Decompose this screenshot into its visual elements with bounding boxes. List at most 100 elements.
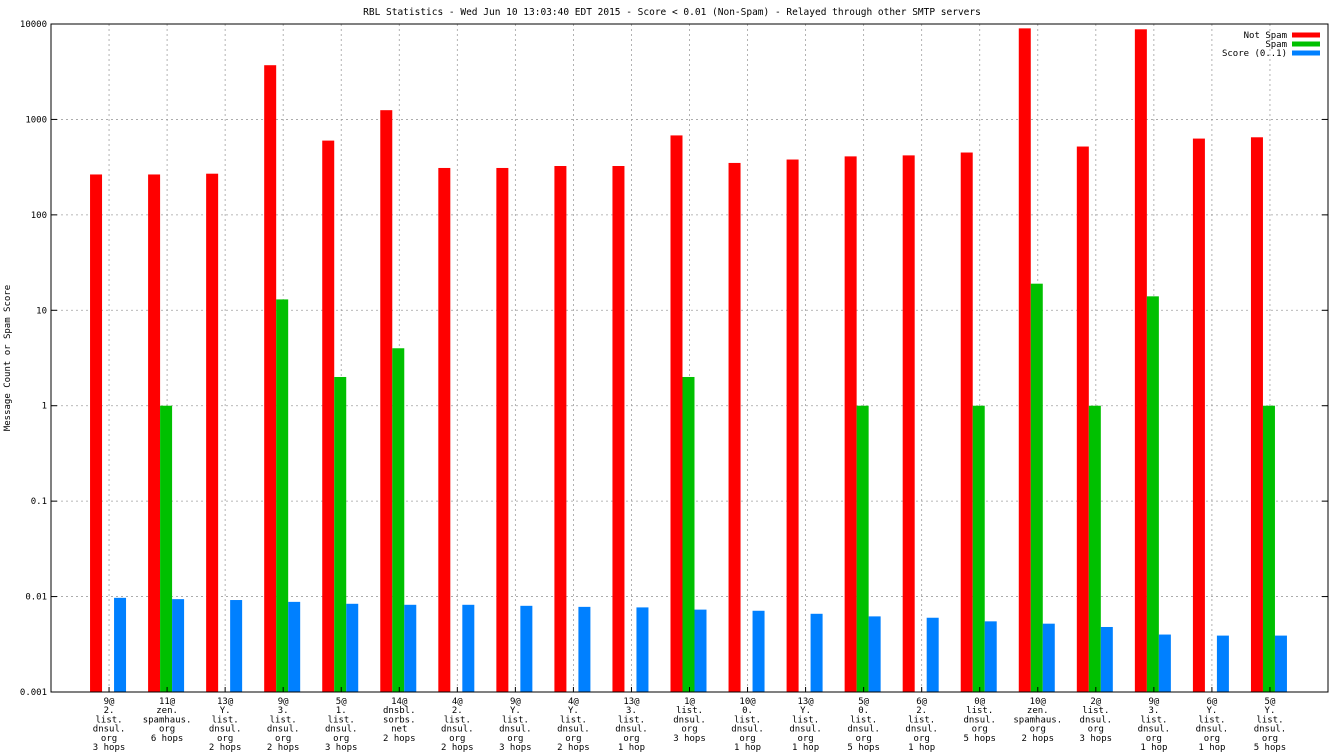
bars (90, 28, 1287, 693)
x-tick-label: dnsul. (209, 725, 242, 735)
x-tick-label: org (565, 734, 581, 744)
x-tick-label: 4@ (452, 697, 463, 707)
x-tick-label: list. (850, 715, 877, 725)
x-tick-label: 9@ (278, 697, 289, 707)
x-tick-label: zen. (156, 706, 178, 716)
x-tick-label: org (101, 734, 117, 744)
x-tick-label: list. (1082, 706, 1109, 716)
x-tick-label: dnsul. (905, 725, 938, 735)
bar-not-spam (902, 155, 915, 692)
bar-spam (1262, 405, 1275, 692)
bar-not-spam (1134, 29, 1147, 693)
bar-not-spam (612, 166, 625, 692)
legend-label: Score (0..1) (1222, 49, 1287, 59)
x-tick-label: spamhaus. (143, 715, 192, 725)
bar-spam (1088, 405, 1101, 692)
x-tick-label: org (914, 734, 930, 744)
x-tick-label: 2 hops (267, 743, 300, 753)
bar-score-0-1 (288, 601, 301, 692)
bar-score-0-1 (810, 613, 823, 692)
x-tick-label: 3. (1148, 706, 1159, 716)
x-tick-label: 2@ (1090, 697, 1101, 707)
x-tick-label: 6@ (1206, 697, 1217, 707)
x-tick-label: 3. (626, 706, 637, 716)
bar-spam (972, 405, 985, 692)
x-tick-label: org (856, 734, 872, 744)
legend-label: Spam (1265, 40, 1287, 50)
x-tick-label: list. (908, 715, 935, 725)
y-axis-label: Message Count or Spam Score (3, 285, 13, 431)
bar-not-spam (264, 65, 277, 693)
bar-score-0-1 (230, 600, 243, 692)
x-tick-label: 13@ (217, 697, 234, 707)
bar-score-0-1 (172, 599, 185, 692)
x-tick-label: 11@ (159, 697, 176, 707)
x-tick-label: org (1030, 725, 1046, 735)
bar-score-0-1 (578, 606, 591, 692)
legend-swatch (1292, 50, 1320, 56)
x-tick-label: org (333, 734, 349, 744)
x-tick-label: zen. (1027, 706, 1049, 716)
bar-score-0-1 (1274, 635, 1287, 692)
x-tick-label: org (507, 734, 523, 744)
x-tick-label: Y. (220, 706, 231, 716)
bar-not-spam (90, 174, 103, 692)
x-tick-label: 2 hops (209, 743, 242, 753)
bar-spam (856, 405, 869, 692)
x-tick-label: dnsul. (615, 725, 648, 735)
bar-spam (160, 405, 173, 692)
x-tick-label: dnsul. (325, 725, 358, 735)
x-tick-label: 0@ (974, 697, 985, 707)
x-tick-label: 1 hop (1140, 743, 1167, 753)
x-tick-label: list. (618, 715, 645, 725)
x-tick-label: net (391, 725, 407, 735)
x-tick-label: 1 hop (1198, 743, 1225, 753)
x-tick-label: dnsul. (963, 715, 996, 725)
x-tick-label: 3 hops (1080, 734, 1113, 744)
y-tick-label: 10000 (20, 20, 47, 30)
x-tick-label: 10@ (739, 697, 756, 707)
x-tick-label: list. (676, 706, 703, 716)
bar-spam (276, 299, 289, 692)
x-tick-label: 9@ (1148, 697, 1159, 707)
x-tick-label: list. (95, 715, 122, 725)
y-tick-label: 1 (42, 402, 47, 412)
x-tick-label: 0. (742, 706, 753, 716)
bar-not-spam (438, 167, 451, 693)
x-tick-label: 1 hop (908, 743, 935, 753)
x-tick-label: Y. (1206, 706, 1217, 716)
x-tick-label: list. (966, 706, 993, 716)
x-tick-label: org (797, 734, 813, 744)
bar-not-spam (496, 167, 509, 693)
x-tick-label: org (1146, 734, 1162, 744)
x-tick-label: org (275, 734, 291, 744)
bar-not-spam (206, 173, 219, 692)
x-tick-label: 2. (104, 706, 115, 716)
x-tick-label: dnsul. (673, 715, 706, 725)
bar-not-spam (554, 166, 567, 692)
bar-score-0-1 (694, 609, 707, 692)
bar-not-spam (1076, 146, 1089, 692)
x-tick-label: 13@ (623, 697, 640, 707)
y-axis-ticks: 0.001 0.01 0.1 1 10 100 1000 10000 (20, 20, 1328, 698)
bar-spam (392, 348, 405, 692)
bar-not-spam (1250, 137, 1263, 692)
y-tick-label: 0.001 (20, 688, 47, 698)
legend-label: Not Spam (1244, 31, 1287, 41)
x-tick-label: 13@ (797, 697, 814, 707)
x-tick-label: 6@ (916, 697, 927, 707)
x-tick-label: org (1262, 734, 1278, 744)
x-tick-label: 1. (336, 706, 347, 716)
x-tick-label: org (681, 725, 697, 735)
x-tick-label: org (1088, 725, 1104, 735)
bar-score-0-1 (1100, 626, 1113, 692)
y-tick-label: 10 (36, 306, 47, 316)
y-tick-label: 1000 (25, 115, 47, 125)
bar-score-0-1 (462, 604, 475, 692)
bar-score-0-1 (520, 605, 533, 692)
x-tick-label: 2 hops (441, 743, 474, 753)
x-tick-label: 4@ (568, 697, 579, 707)
x-tick-label: 5@ (336, 697, 347, 707)
chart-title: RBL Statistics - Wed Jun 10 13:03:40 EDT… (363, 7, 981, 18)
x-tick-label: org (217, 734, 233, 744)
